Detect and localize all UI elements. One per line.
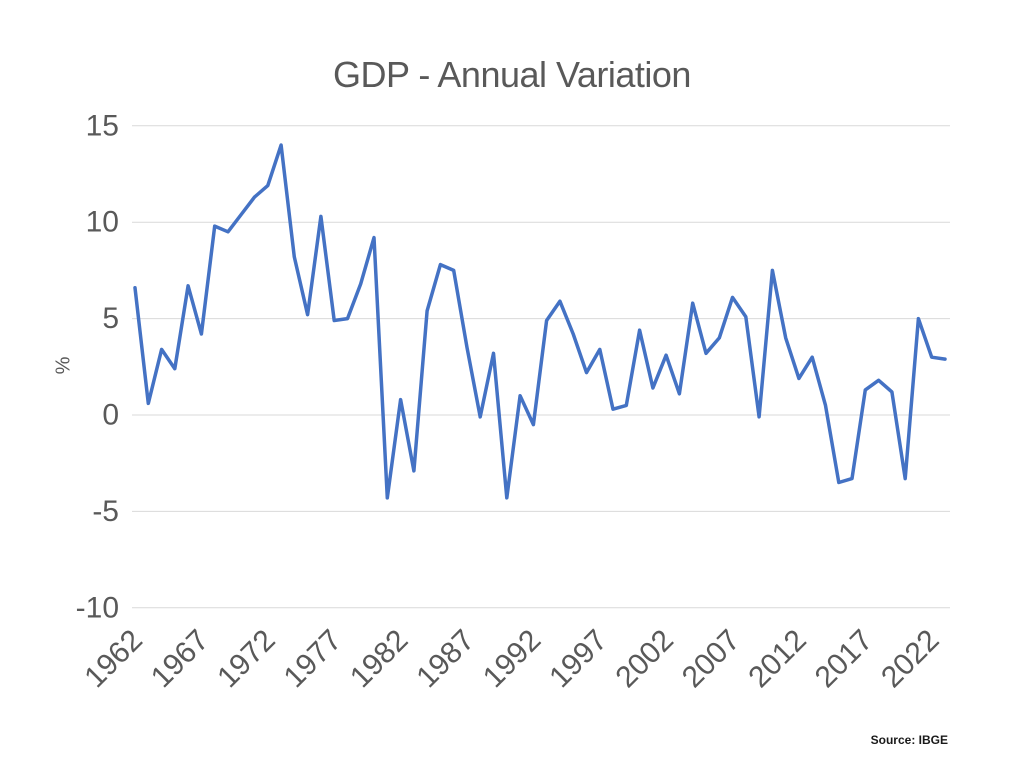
x-tick-label: 2017	[809, 624, 880, 695]
x-tick-label: 1992	[477, 624, 548, 695]
chart-title: GDP - Annual Variation	[333, 54, 691, 95]
x-tick-label: 1982	[344, 624, 415, 695]
source-note: Source: IBGE	[870, 733, 948, 747]
y-tick-label: -10	[76, 591, 119, 624]
x-tick-label: 1972	[211, 624, 282, 695]
x-tick-label: 2022	[875, 624, 946, 695]
y-tick-label: 5	[102, 302, 119, 335]
x-tick-label: 2012	[742, 624, 813, 695]
gdp-line-series	[133, 143, 947, 500]
y-axis-title: %	[52, 356, 75, 375]
y-tick-label: 0	[102, 399, 119, 432]
y-tick-label: -5	[92, 495, 119, 528]
x-tick-label: 1967	[145, 624, 216, 695]
x-tick-label: 1962	[78, 624, 149, 695]
x-tick-label: 1977	[278, 624, 349, 695]
x-tick-label: 2002	[610, 624, 681, 695]
x-tick-label: 1987	[410, 624, 481, 695]
y-tick-label: 10	[86, 206, 119, 239]
x-tick-label: 2007	[676, 624, 747, 695]
y-tick-label: 15	[86, 109, 119, 142]
x-tick-label: 1997	[543, 624, 614, 695]
